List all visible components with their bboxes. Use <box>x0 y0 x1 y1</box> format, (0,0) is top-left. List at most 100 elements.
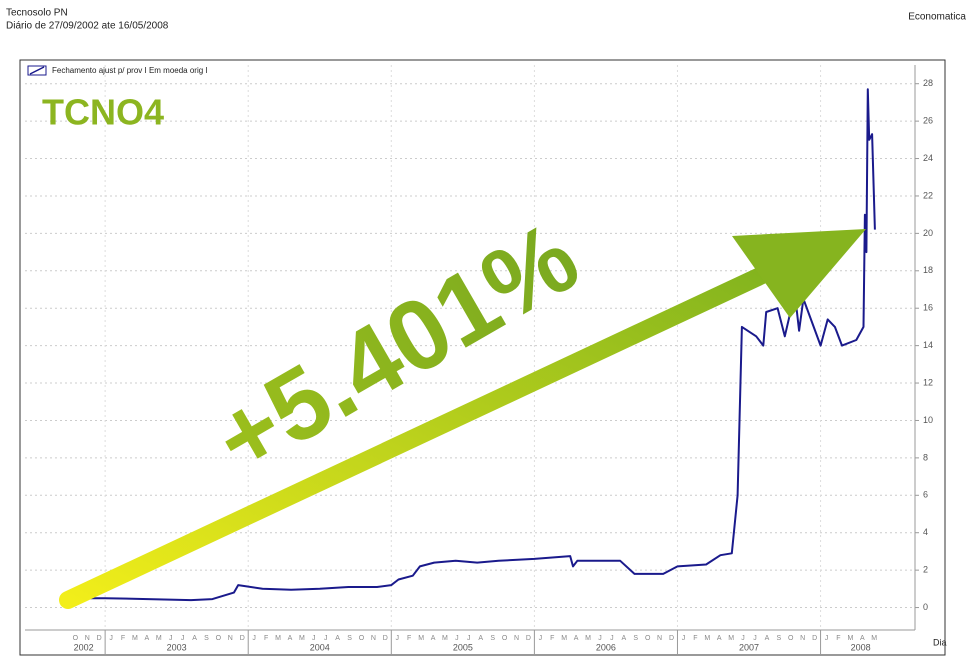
month-label: F <box>836 635 840 642</box>
y-tick-label: 24 <box>923 153 933 163</box>
y-tick-label: 20 <box>923 228 933 238</box>
y-tick-label: 10 <box>923 415 933 425</box>
month-label: O <box>788 635 794 642</box>
month-label: A <box>765 635 770 642</box>
month-label: A <box>192 635 197 642</box>
month-label: M <box>156 635 162 642</box>
month-label: O <box>216 635 222 642</box>
month-label: J <box>467 635 471 642</box>
y-tick-label: 4 <box>923 527 928 537</box>
month-label: M <box>704 635 710 642</box>
month-label: M <box>418 635 424 642</box>
x-tick-label: 2008 <box>851 642 871 652</box>
month-label: N <box>514 635 519 642</box>
month-label: S <box>776 635 781 642</box>
month-label: A <box>478 635 483 642</box>
legend: Fechamento ajust p/ prov I Em moeda orig… <box>27 65 208 76</box>
month-label: A <box>431 635 436 642</box>
month-label: F <box>550 635 554 642</box>
month-label: A <box>717 635 722 642</box>
arrow-shaft <box>59 253 799 609</box>
month-label: A <box>621 635 626 642</box>
month-label: A <box>335 635 340 642</box>
y-tick-label: 6 <box>923 490 928 500</box>
month-label: N <box>657 635 662 642</box>
y-tick-label: 28 <box>923 78 933 88</box>
x-tick-label: 2003 <box>167 642 187 652</box>
month-label: J <box>753 635 757 642</box>
month-label: D <box>669 635 674 642</box>
month-label: A <box>288 635 293 642</box>
month-label: S <box>204 635 209 642</box>
month-label: J <box>682 635 686 642</box>
month-label: F <box>264 635 268 642</box>
month-label: M <box>132 635 138 642</box>
month-label: M <box>275 635 281 642</box>
y-tick-label: 0 <box>923 602 928 612</box>
month-label: D <box>383 635 388 642</box>
month-label: J <box>455 635 459 642</box>
chart-subtitle: Diário de 27/09/2002 ate 16/05/2008 <box>6 21 169 32</box>
month-label: O <box>502 635 508 642</box>
month-label: O <box>73 635 79 642</box>
month-label: M <box>871 635 877 642</box>
month-label: M <box>847 635 853 642</box>
legend-label: Fechamento ajust p/ prov I Em moeda orig… <box>52 66 208 75</box>
month-label: N <box>85 635 90 642</box>
month-label: J <box>598 635 602 642</box>
month-label: J <box>610 635 614 642</box>
month-label: J <box>312 635 316 642</box>
month-label: N <box>800 635 805 642</box>
month-label: J <box>109 635 113 642</box>
month-label: J <box>741 635 745 642</box>
y-tick-label: 14 <box>923 340 933 350</box>
month-label: J <box>169 635 173 642</box>
y-tick-label: 22 <box>923 190 933 200</box>
month-label: M <box>585 635 591 642</box>
month-label: F <box>121 635 125 642</box>
x-axis-label: Dia <box>933 637 947 647</box>
month-label: O <box>645 635 651 642</box>
month-label: S <box>633 635 638 642</box>
growth-arrow <box>59 229 866 609</box>
y-tick-label: 26 <box>923 116 933 126</box>
month-label: N <box>228 635 233 642</box>
month-label: D <box>97 635 102 642</box>
x-tick-label: 2004 <box>310 642 330 652</box>
y-tick-label: 12 <box>923 377 933 387</box>
x-tick-label: 2002 <box>74 642 94 652</box>
month-label: A <box>860 635 865 642</box>
month-label: A <box>145 635 150 642</box>
month-label: N <box>371 635 376 642</box>
x-tick-label: 2006 <box>596 642 616 652</box>
price-line <box>67 88 876 602</box>
month-label: S <box>347 635 352 642</box>
x-tick-label: 2005 <box>453 642 473 652</box>
month-label: M <box>442 635 448 642</box>
x-tick-label: 2007 <box>739 642 759 652</box>
ticker-label: TCNO4 <box>42 92 164 133</box>
arrow-head <box>732 229 866 318</box>
month-label: J <box>825 635 829 642</box>
legend-swatch-line <box>29 66 45 75</box>
chart-title: Tecnosolo PN <box>6 8 68 19</box>
y-tick-label: 8 <box>923 452 928 462</box>
month-label: J <box>396 635 400 642</box>
month-label: M <box>299 635 305 642</box>
month-label: O <box>359 635 365 642</box>
month-label: D <box>526 635 531 642</box>
month-label: J <box>252 635 256 642</box>
month-label: M <box>561 635 567 642</box>
month-label: A <box>574 635 579 642</box>
y-tick-label: 18 <box>923 265 933 275</box>
month-label: F <box>407 635 411 642</box>
month-label: D <box>240 635 245 642</box>
source: Economatica <box>908 12 966 23</box>
month-label: M <box>728 635 734 642</box>
month-label: S <box>490 635 495 642</box>
month-label: J <box>539 635 543 642</box>
month-label: D <box>812 635 817 642</box>
